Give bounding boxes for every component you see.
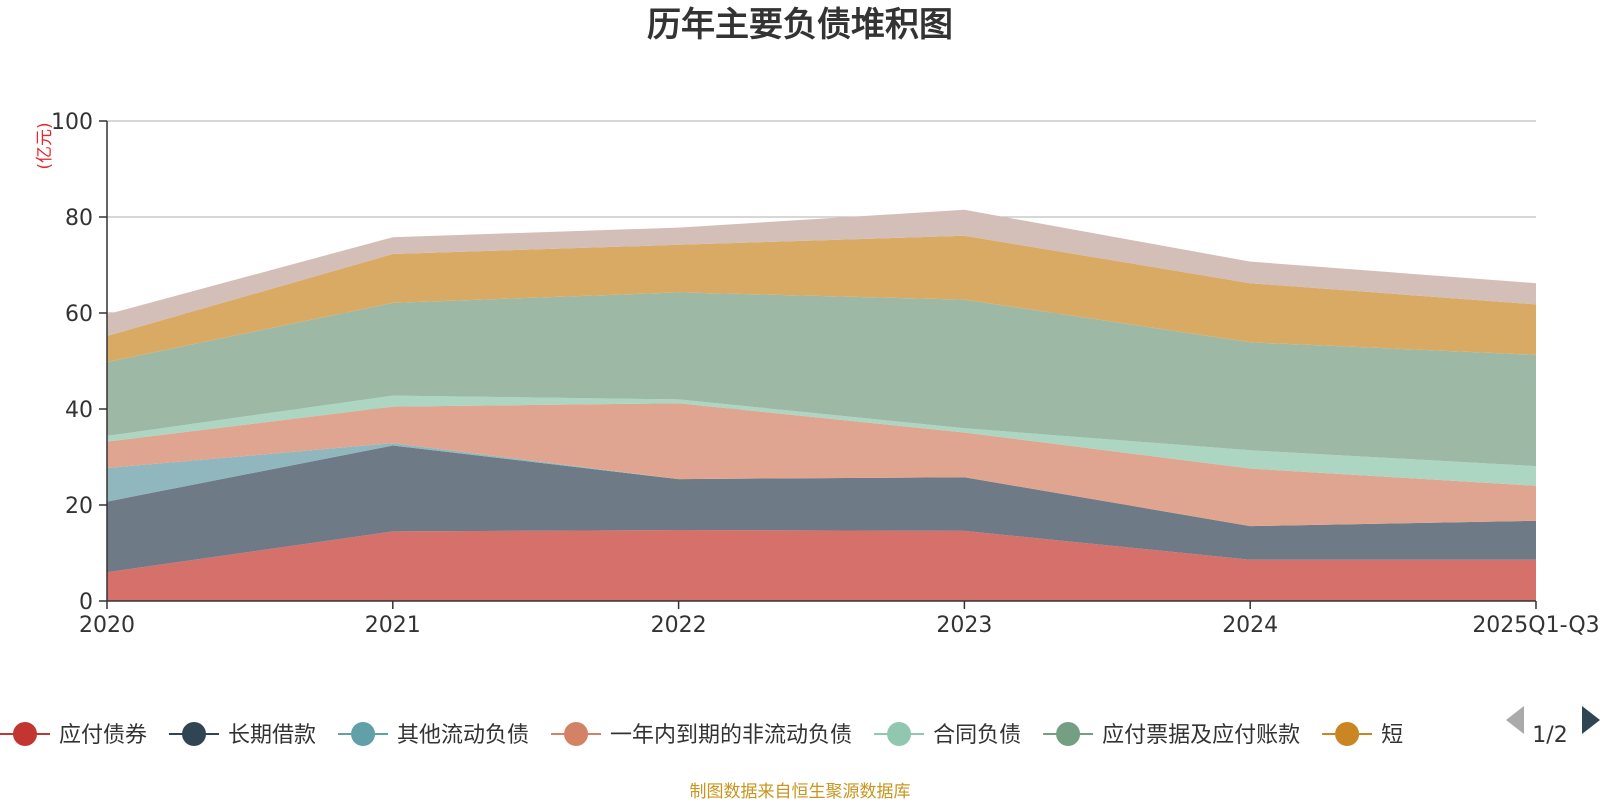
area-series-1[interactable] [107,445,1536,573]
legend-label: 合同负债 [933,723,1021,748]
legend-item-2[interactable]: 其他流动负债 [338,722,529,748]
data-source-note: 制图数据来自恒生聚源数据库 [690,782,911,800]
x-tick-label: 2022 [651,613,707,638]
legend-next-icon[interactable] [1582,706,1600,734]
x-tick-label: 2024 [1222,613,1278,638]
legend-marker-icon [1056,722,1081,746]
x-tick-label: 2023 [936,613,992,638]
legend-page-number: 1/2 [1532,723,1567,748]
x-tick-label: 2020 [79,613,135,638]
legend-prev-icon[interactable] [1506,706,1524,734]
y-tick-label: 60 [65,302,93,327]
legend-item-3[interactable]: 一年内到期的非流动负债 [551,722,852,748]
y-tick-label: 40 [65,398,93,423]
x-tick-label: 2021 [365,613,421,638]
y-axis-unit: (亿元) [35,122,55,169]
legend-marker-icon [13,722,37,746]
legend-label: 长期借款 [228,723,316,748]
y-tick-label: 20 [65,494,93,519]
legend-item-1[interactable]: 长期借款 [169,722,316,748]
area-series-3[interactable] [107,403,1536,527]
legend-item-6[interactable]: 短 [1322,722,1403,748]
y-tick-label: 100 [51,110,93,135]
legend-marker-icon [182,722,207,746]
area-series-0[interactable] [107,530,1536,601]
area-series-6[interactable] [107,235,1536,362]
area-series-5[interactable] [107,292,1536,467]
y-tick-label: 0 [79,590,93,615]
legend-label: 应付债券 [59,723,147,748]
legend-marker-icon [1335,722,1360,746]
area-series-7[interactable] [107,209,1536,336]
area-series [107,209,1536,601]
legend-pager[interactable]: 1/2 [1506,706,1600,748]
legend-label: 其他流动负债 [397,723,529,748]
legend-marker-icon [351,722,376,746]
legend-marker-icon [564,722,589,746]
legend[interactable]: 应付债券 长期借款 其他流动负债 一年内到期的非流动负债 合同负债 应付票据及应付账款 短 [0,722,1403,748]
axes: 0 20 40 60 80 100 2020 2021 2022 2023 2024 2025Q1-Q… [51,110,1600,638]
legend-marker-icon [887,722,912,746]
chart-title: 历年主要负债堆积图 [647,5,953,45]
legend-item-4[interactable]: 合同负债 [874,722,1021,748]
legend-item-5[interactable]: 应付票据及应付账款 [1043,722,1300,748]
y-tick-label: 80 [65,206,93,231]
legend-label: 短 [1381,723,1403,748]
x-tick-label: 2025Q1-Q3 [1472,613,1599,638]
legend-label: 应付票据及应付账款 [1102,723,1300,748]
area-series-4[interactable] [107,395,1536,486]
legend-label: 一年内到期的非流动负债 [610,723,852,748]
legend-item-0[interactable]: 应付债券 [0,722,147,748]
